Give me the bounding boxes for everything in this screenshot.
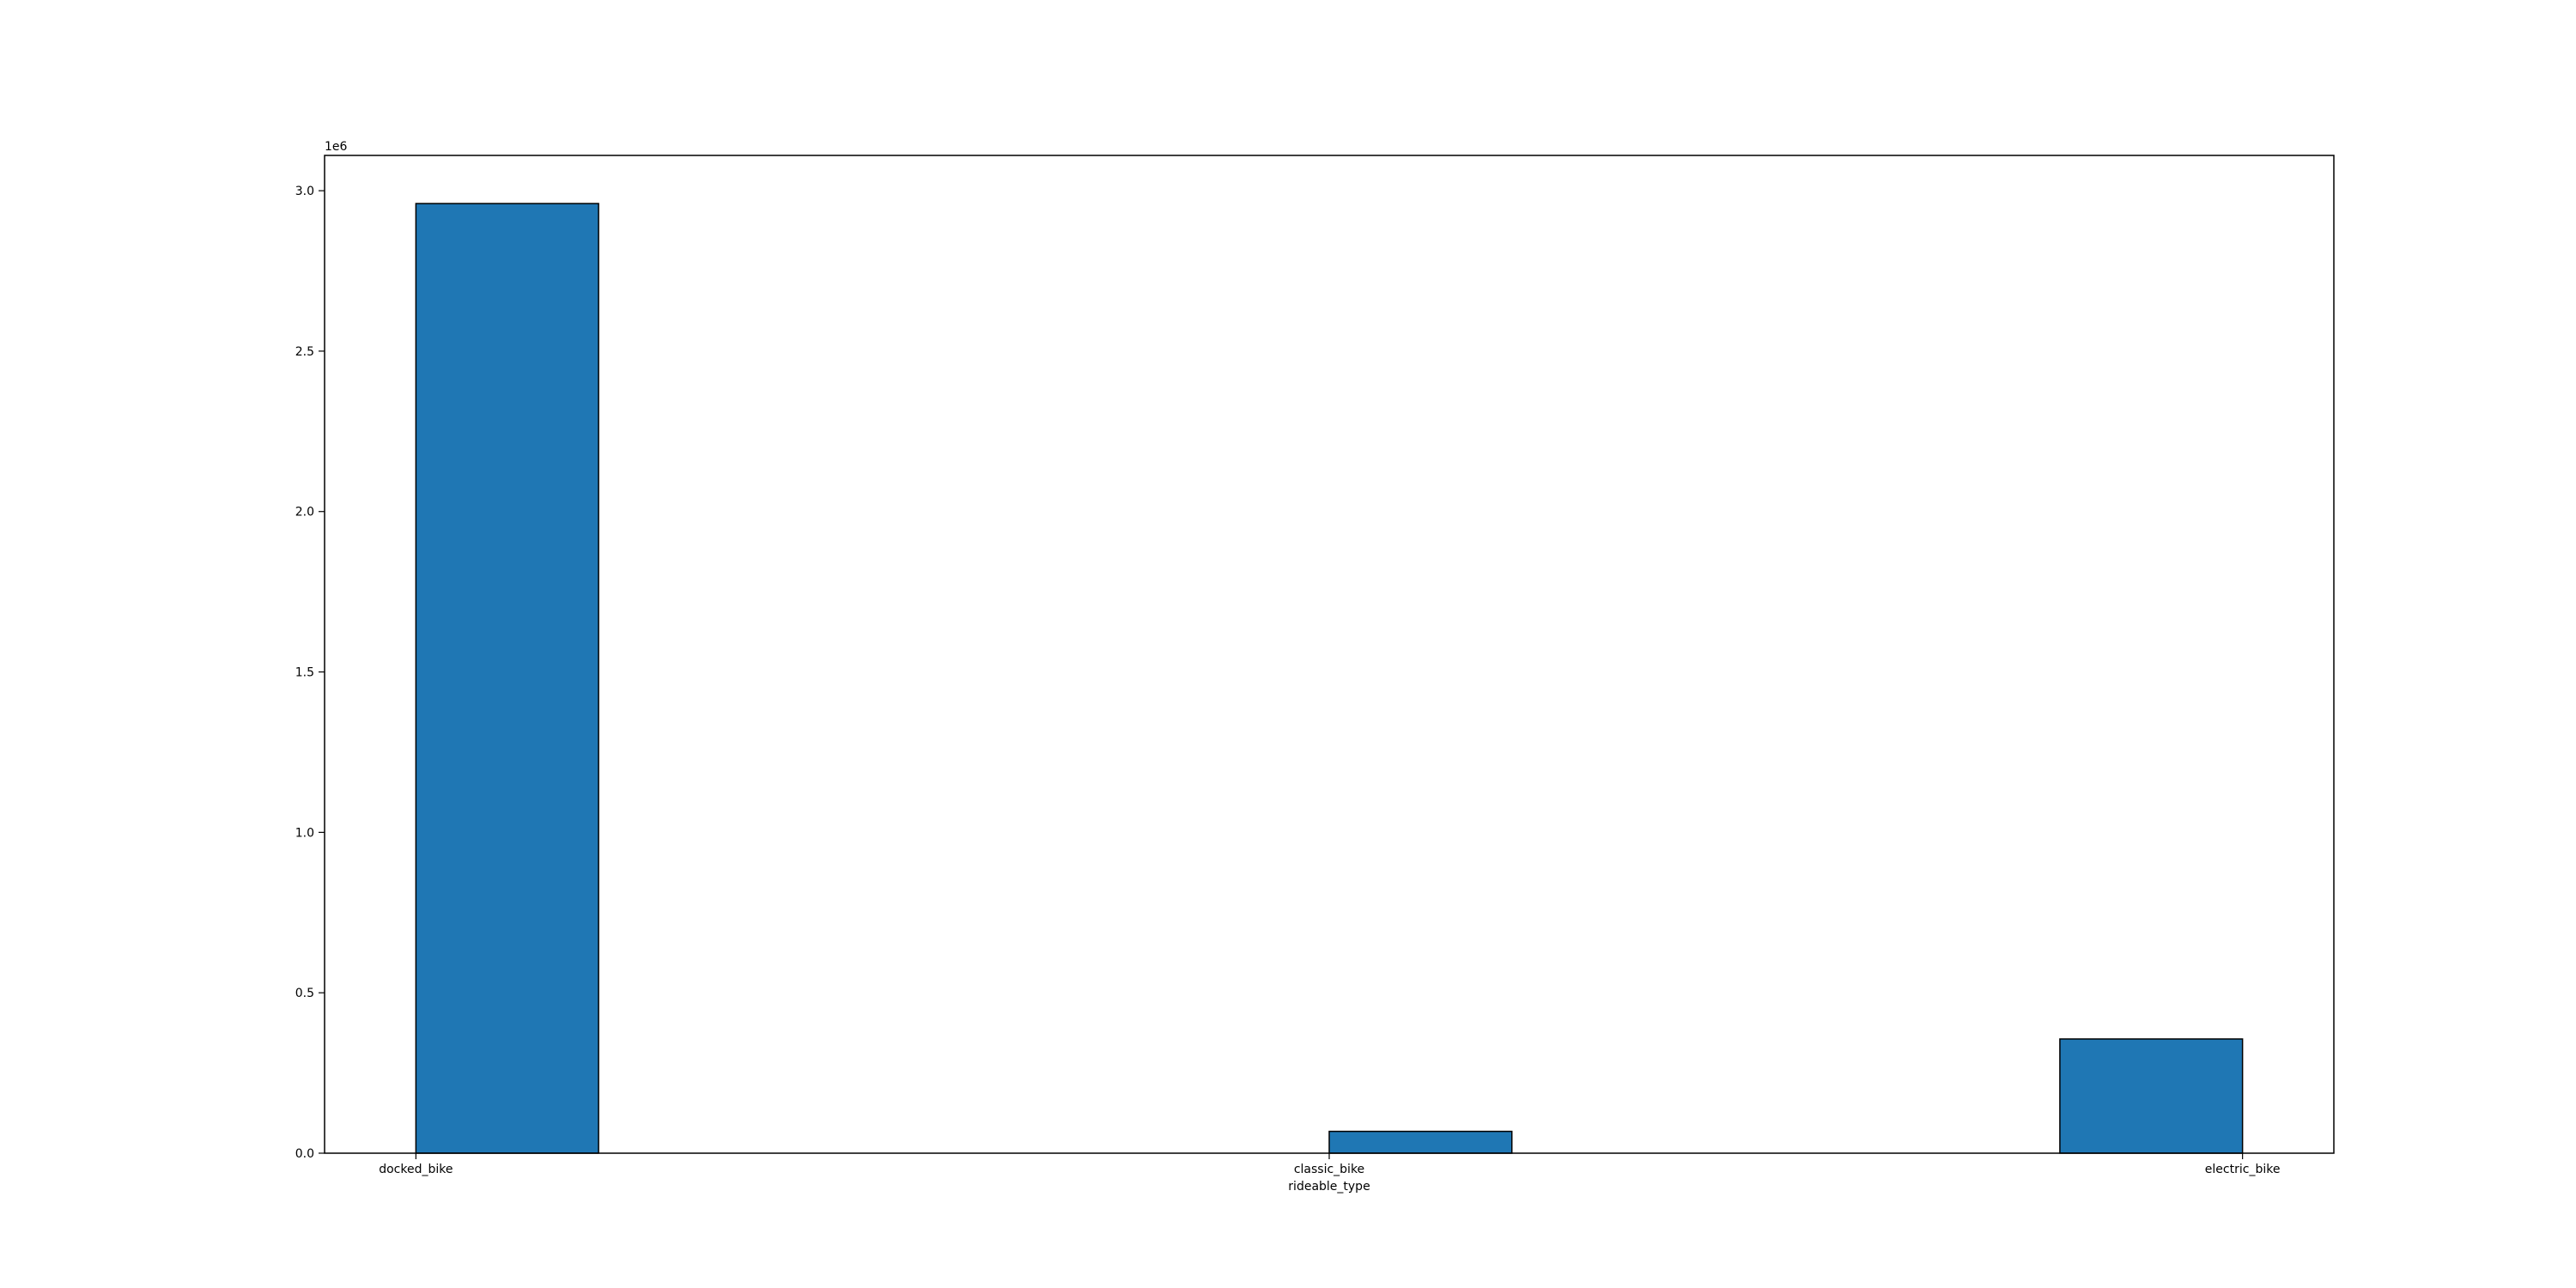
y-tick-label: 2.0 xyxy=(295,506,314,519)
x-tick-label-docked_bike: docked_bike xyxy=(379,1163,453,1176)
y-axis-offset-label: 1e6 xyxy=(325,140,348,154)
x-tick-label-classic_bike: classic_bike xyxy=(1294,1163,1364,1176)
x-axis-label: rideable_type xyxy=(1288,1180,1370,1194)
x-axis-ticks: docked_bike classic_bike electric_bike xyxy=(379,1153,2280,1176)
y-tick-label: 3.0 xyxy=(295,185,314,198)
plot-area-frame xyxy=(324,155,2335,1154)
y-tick-label: 0.0 xyxy=(295,1147,314,1161)
y-tick-label: 0.5 xyxy=(295,987,314,1000)
x-tick-label-electric_bike: electric_bike xyxy=(2205,1163,2281,1176)
y-tick-label: 2.5 xyxy=(295,345,314,359)
y-tick-label: 1.5 xyxy=(295,666,314,680)
y-tick-label: 1.0 xyxy=(295,826,314,840)
bar-docked_bike xyxy=(415,203,599,1154)
y-axis-ticks: 0.0 0.5 1.0 1.5 2.0 2.5 3.0 xyxy=(295,185,325,1161)
bars-layer xyxy=(415,203,2244,1154)
bar-electric_bike xyxy=(2059,1038,2244,1154)
bar-classic_bike xyxy=(1328,1130,1513,1154)
